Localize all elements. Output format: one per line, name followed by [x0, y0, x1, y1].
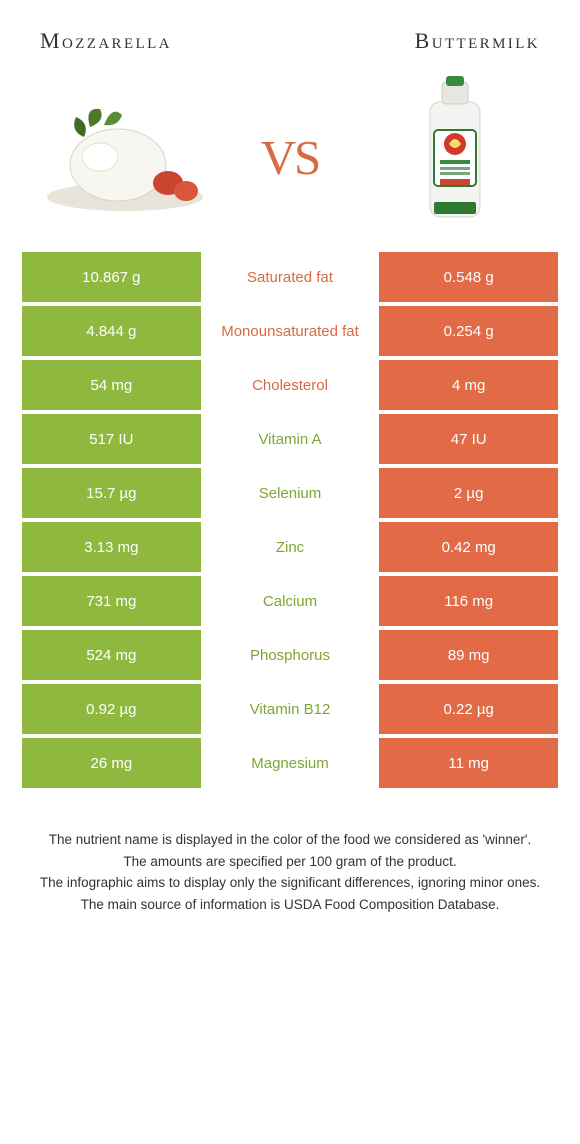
table-row: 54 mgCholesterol4 mg [22, 360, 558, 410]
nutrient-label: Vitamin B12 [201, 684, 380, 734]
table-row: 15.7 µgSelenium2 µg [22, 468, 558, 518]
title-left: Mozzarella [40, 28, 172, 54]
value-left: 15.7 µg [22, 468, 201, 518]
table-row: 0.92 µgVitamin B120.22 µg [22, 684, 558, 734]
value-right: 11 mg [379, 738, 558, 788]
table-row: 517 IUVitamin A47 IU [22, 414, 558, 464]
value-left: 54 mg [22, 360, 201, 410]
value-right: 47 IU [379, 414, 558, 464]
value-right: 2 µg [379, 468, 558, 518]
footer-notes: The nutrient name is displayed in the co… [0, 802, 580, 956]
title-right: Buttermilk [415, 28, 540, 54]
nutrient-label: Monounsaturated fat [201, 306, 380, 356]
nutrient-label: Calcium [201, 576, 380, 626]
footnote-line: The infographic aims to display only the… [32, 873, 548, 893]
title-row: Mozzarella Buttermilk [0, 0, 580, 62]
nutrient-label: Saturated fat [201, 252, 380, 302]
food-image-left [40, 77, 210, 227]
table-row: 4.844 gMonounsaturated fat0.254 g [22, 306, 558, 356]
nutrient-label: Vitamin A [201, 414, 380, 464]
value-right: 116 mg [379, 576, 558, 626]
value-right: 4 mg [379, 360, 558, 410]
comparison-table: 10.867 gSaturated fat0.548 g4.844 gMonou… [0, 252, 580, 802]
value-left: 731 mg [22, 576, 201, 626]
nutrient-label: Selenium [201, 468, 380, 518]
footnote-line: The amounts are specified per 100 gram o… [32, 852, 548, 872]
footnote-line: The nutrient name is displayed in the co… [32, 830, 548, 850]
table-row: 26 mgMagnesium11 mg [22, 738, 558, 788]
nutrient-label: Cholesterol [201, 360, 380, 410]
value-right: 0.548 g [379, 252, 558, 302]
footnote-line: The main source of information is USDA F… [32, 895, 548, 915]
nutrient-label: Zinc [201, 522, 380, 572]
nutrient-label: Magnesium [201, 738, 380, 788]
value-right: 0.22 µg [379, 684, 558, 734]
value-left: 4.844 g [22, 306, 201, 356]
value-left: 10.867 g [22, 252, 201, 302]
value-right: 0.254 g [379, 306, 558, 356]
value-right: 89 mg [379, 630, 558, 680]
infographic: Mozzarella Buttermilk vs [0, 0, 580, 956]
nutrient-label: Phosphorus [201, 630, 380, 680]
value-left: 3.13 mg [22, 522, 201, 572]
value-left: 517 IU [22, 414, 201, 464]
value-left: 26 mg [22, 738, 201, 788]
table-row: 731 mgCalcium116 mg [22, 576, 558, 626]
table-row: 3.13 mgZinc0.42 mg [22, 522, 558, 572]
hero-row: vs [0, 62, 580, 252]
food-image-right [370, 77, 540, 227]
value-left: 0.92 µg [22, 684, 201, 734]
table-row: 524 mgPhosphorus89 mg [22, 630, 558, 680]
table-row: 10.867 gSaturated fat0.548 g [22, 252, 558, 302]
value-right: 0.42 mg [379, 522, 558, 572]
vs-label: vs [261, 112, 319, 192]
value-left: 524 mg [22, 630, 201, 680]
